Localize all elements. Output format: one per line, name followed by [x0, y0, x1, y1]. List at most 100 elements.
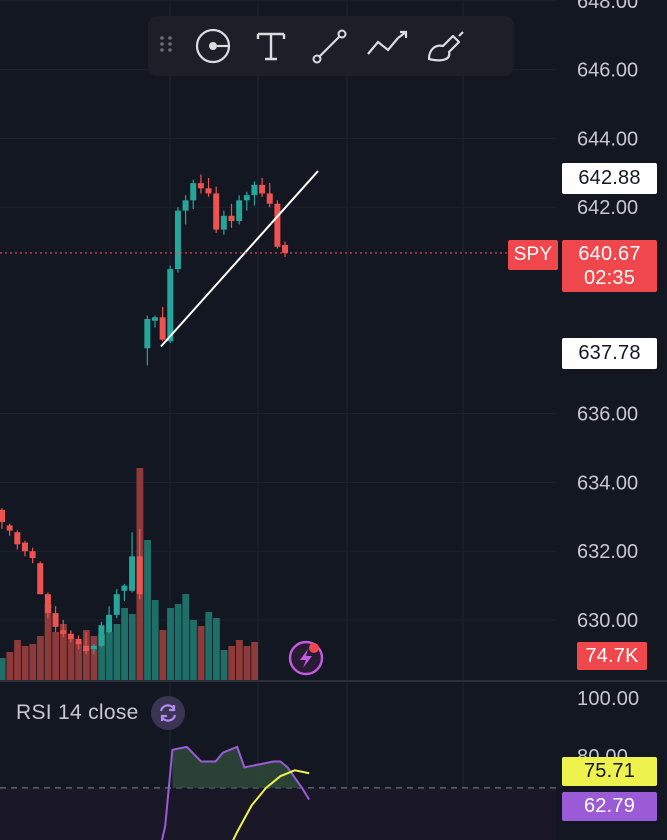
rsi-ma-line [232, 769, 310, 840]
rsi-ma-value: 62.79 [583, 795, 636, 817]
brush-icon[interactable] [416, 16, 474, 76]
text-tool-icon[interactable] [242, 16, 300, 76]
volume-bars [0, 468, 259, 680]
rsi-axis-top-label: 100.00 [577, 688, 639, 711]
price-tick-label: 648.00 [577, 0, 638, 13]
rsi-line [161, 745, 311, 840]
candle-body [251, 184, 258, 196]
trend-line-icon[interactable] [300, 16, 358, 76]
volume-bar [159, 630, 167, 680]
volume-bar [144, 540, 151, 680]
candle-body [14, 532, 21, 545]
volume-bar [44, 604, 52, 680]
candle-body [90, 645, 97, 650]
candle-body [6, 525, 13, 531]
rsi-pane [0, 745, 556, 840]
high-price-tag: 642.88 [562, 163, 657, 194]
volume-bar [151, 600, 159, 680]
volume-bar [205, 612, 213, 680]
rsi-value: 75.71 [583, 760, 636, 782]
volume-bar [52, 632, 60, 680]
trend-line [160, 170, 319, 348]
volume-bar [113, 624, 121, 680]
candle-body [21, 542, 28, 552]
drawing-toolbar [148, 16, 514, 76]
volume-bar [197, 626, 205, 680]
chart-overlays [0, 170, 556, 348]
price-tick-label: 632.00 [577, 541, 638, 563]
candle-body [144, 319, 151, 349]
candle-body [98, 625, 105, 646]
candle-body [282, 245, 289, 253]
drag-handle-icon[interactable] [148, 16, 184, 76]
low-price-value: 637.78 [578, 342, 641, 364]
candle-body [121, 585, 128, 591]
candle-body [213, 193, 220, 230]
candle-body [182, 200, 189, 211]
candle-body [266, 193, 273, 204]
candle-body [106, 614, 113, 633]
candle-body [67, 633, 74, 639]
candle-body [113, 594, 120, 615]
candle-body [174, 210, 181, 270]
candle-body [29, 551, 36, 559]
volume-bar [243, 646, 251, 680]
candle-body [205, 188, 212, 194]
candle-body [44, 594, 51, 614]
candle-body [159, 317, 166, 340]
price-tick-label: 646.00 [577, 60, 638, 82]
bar-countdown: 02:35 [583, 267, 636, 289]
candle-body [129, 556, 136, 591]
volume-bar [121, 608, 128, 680]
path-tool-icon[interactable] [358, 16, 416, 76]
last-price-tag: 640.67 02:35 [562, 240, 657, 292]
price-axis: 648.00 646.00 644.00 642.00 636.00 634.00 632.… [577, 0, 638, 632]
volume-bar [190, 620, 197, 680]
candle-body [75, 638, 82, 645]
price-tick-label: 636.00 [577, 404, 638, 426]
rsi-axis-top-value: 100.00 [577, 688, 640, 710]
candle-body [274, 203, 281, 247]
volume-bar [14, 640, 21, 680]
candle-body [190, 183, 197, 201]
volume-bar [37, 636, 44, 680]
candle-body [220, 215, 227, 230]
candle-body [228, 215, 235, 221]
high-price-value: 642.88 [578, 167, 641, 189]
volume-bar [235, 640, 243, 680]
candle-body [167, 269, 174, 342]
refresh-icon[interactable] [150, 696, 185, 730]
price-tick-label: 634.00 [577, 472, 638, 494]
candle-body [197, 183, 204, 189]
candle-body [236, 200, 243, 221]
rsi-axis-partial-value: 80.00 [577, 746, 629, 757]
volume-value: 74.7K [585, 644, 639, 667]
volume-bar [174, 604, 182, 680]
volume-bar [213, 618, 220, 680]
volume-alert-icon[interactable] [288, 640, 324, 676]
symbol-label: SPY [513, 244, 553, 265]
rsi-value-tag: 75.71 [562, 757, 657, 786]
volume-bar [6, 652, 14, 680]
low-price-tag: 637.78 [562, 338, 657, 369]
volume-bar [98, 634, 106, 680]
symbol-badge[interactable]: SPY [508, 240, 558, 270]
price-tick-label: 644.00 [577, 128, 638, 150]
volume-bar [251, 642, 259, 680]
rsi-axis-partial-label: 80.00 [577, 743, 657, 757]
target-circle-icon[interactable] [184, 16, 242, 76]
volume-bar [90, 636, 98, 680]
volume-bar [0, 658, 6, 680]
candlestick-series [0, 174, 289, 655]
last-price-value: 640.67 [578, 243, 641, 265]
volume-bar [128, 614, 136, 680]
rsi-ma-value-tag: 62.79 [562, 792, 657, 821]
price-tick-label: 630.00 [577, 610, 638, 632]
volume-bar [60, 624, 67, 680]
volume-bar [167, 608, 174, 680]
rsi-band [0, 787, 556, 840]
candle-body [83, 645, 90, 651]
candle-body [37, 563, 44, 595]
